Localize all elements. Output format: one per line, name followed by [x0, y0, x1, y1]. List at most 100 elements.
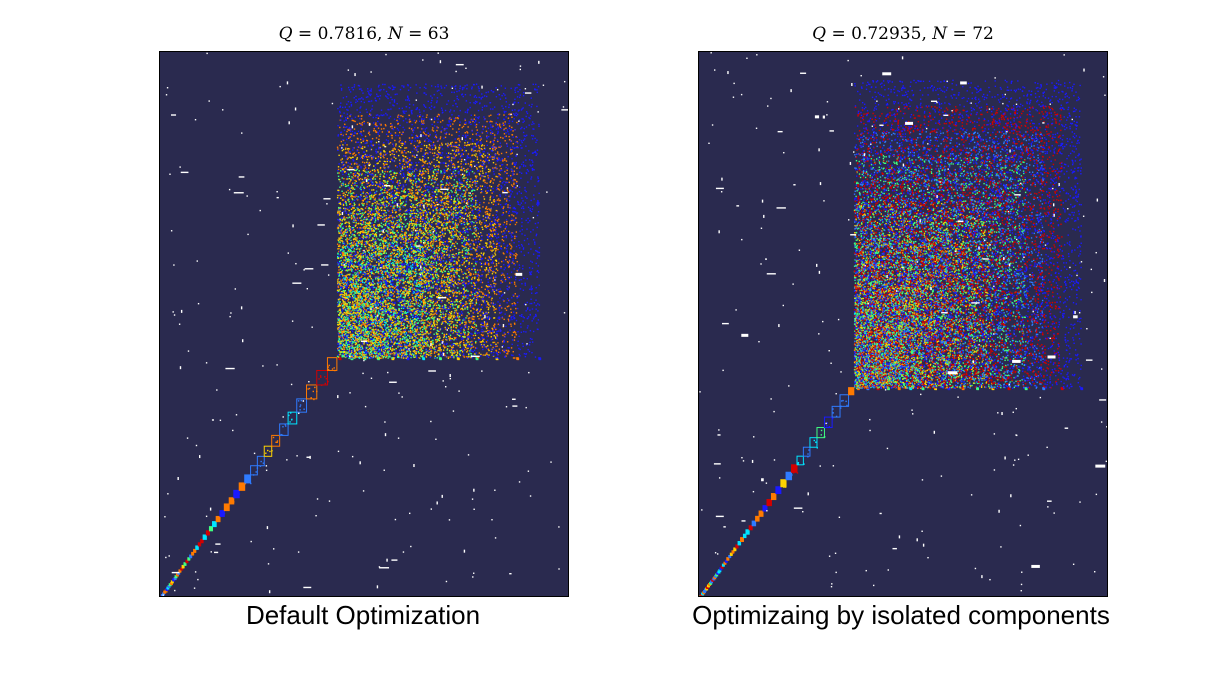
edge-dot	[400, 279, 402, 281]
edge-dot	[351, 194, 353, 197]
community-fill	[183, 562, 187, 566]
edge-dot	[426, 284, 428, 286]
edge-dot	[347, 331, 349, 333]
edge-dot	[404, 341, 406, 343]
edge-dot	[409, 262, 411, 264]
edge-dot	[399, 206, 401, 208]
edge-dot	[420, 348, 423, 350]
edge-dot	[392, 230, 394, 232]
edge-dot	[428, 230, 431, 232]
edge-dot	[450, 310, 453, 313]
edge-dot	[385, 321, 387, 323]
community-fill	[185, 560, 189, 563]
edge-dot	[383, 353, 386, 356]
edge-dot	[393, 239, 395, 241]
edge-dot	[391, 349, 394, 351]
edge-dot	[403, 319, 406, 321]
edge-dot	[297, 400, 300, 402]
edge-dot	[438, 339, 441, 342]
edge-dot	[371, 329, 373, 332]
edge-dot	[382, 340, 385, 343]
edge-dot	[337, 255, 339, 258]
edge-dot	[440, 172, 442, 174]
edge-dot	[339, 328, 342, 330]
edge-dot	[390, 258, 392, 261]
edge-dot	[407, 188, 409, 190]
edge-dot	[385, 230, 387, 232]
edge-dot	[351, 251, 353, 253]
edge-dot	[396, 206, 399, 208]
edge-dot	[425, 260, 427, 263]
edge-dot	[441, 279, 443, 281]
edge-dot	[345, 287, 348, 289]
edge-dot	[351, 305, 353, 308]
edge-dot	[474, 249, 477, 251]
edge-dot	[374, 278, 377, 280]
edge-dot	[391, 245, 393, 247]
edge-dot	[379, 300, 382, 302]
edge-dot	[433, 251, 435, 253]
edge-dot	[357, 195, 359, 198]
edge-dot	[405, 289, 407, 291]
edge-dot	[340, 327, 343, 330]
edge-dot	[360, 270, 362, 273]
edge-dot	[454, 185, 456, 188]
edge-dot	[407, 311, 409, 313]
edge-dot	[342, 242, 344, 245]
edge-dot	[405, 210, 407, 212]
edge-dot	[449, 281, 452, 284]
edge-dot	[387, 263, 390, 266]
edge-dot	[384, 350, 386, 352]
edge-dot	[446, 290, 448, 292]
edge-dot	[385, 292, 387, 295]
edge-dot	[434, 238, 436, 240]
edge-dot	[440, 294, 442, 297]
edge-dot	[402, 249, 404, 251]
edge-dot	[354, 336, 356, 339]
edge-dot	[424, 304, 426, 306]
edge-dot	[383, 240, 385, 242]
edge-dot	[408, 270, 411, 273]
edge-dot	[343, 219, 346, 221]
edge-dot	[374, 343, 377, 345]
edge-dot	[340, 225, 342, 227]
edge-dot	[380, 254, 382, 256]
edge-dot	[443, 283, 445, 285]
edge-dot	[345, 293, 347, 296]
edge-dot	[394, 249, 396, 252]
edge-dot	[444, 305, 446, 308]
edge-dot	[407, 303, 410, 305]
edge-dot	[442, 269, 445, 271]
edge-dot	[410, 200, 412, 202]
edge-dot	[342, 289, 345, 292]
edge-dot	[380, 308, 383, 310]
edge-dot	[393, 205, 395, 207]
edge-dot	[407, 255, 409, 258]
edge-dot	[408, 320, 410, 322]
edge-dot	[396, 246, 399, 248]
edge-dot	[345, 264, 347, 267]
edge-dot	[451, 253, 453, 256]
edge-dot	[337, 245, 340, 247]
edge-dot	[350, 350, 352, 352]
edge-dot	[370, 246, 372, 248]
edge-dot	[367, 307, 369, 310]
edge-dot	[324, 376, 326, 378]
community-block	[228, 497, 235, 505]
edge-dot	[407, 334, 409, 337]
community-fill	[176, 573, 179, 577]
edge-dot	[422, 200, 424, 203]
edge-dot	[426, 337, 428, 339]
edge-dot	[428, 200, 430, 203]
edge-dot	[375, 207, 377, 209]
edge-dot	[382, 314, 385, 316]
edge-dot	[412, 205, 414, 207]
edge-dot	[394, 196, 397, 198]
edge-dot	[341, 314, 343, 316]
edge-dot	[413, 345, 415, 348]
edge-dot	[432, 287, 434, 289]
edge-dot	[385, 221, 388, 223]
edge-dot	[328, 364, 330, 367]
edge-dot	[406, 341, 408, 343]
edge-dot	[454, 235, 457, 237]
